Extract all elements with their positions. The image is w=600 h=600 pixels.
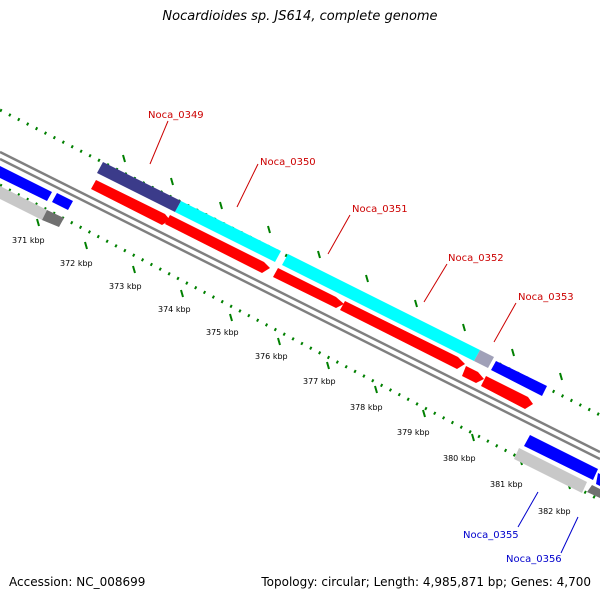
gene-label-noca-0355[interactable]: Noca_0355 (463, 530, 519, 541)
reverse-cds-track (0, 166, 600, 486)
scale-label: 373 kbp (109, 282, 142, 291)
accession-text: Accession: NC_008699 (9, 575, 146, 589)
cds-noca-0349[interactable] (91, 180, 170, 225)
scale-labels: 371 kbp 372 kbp 373 kbp 374 kbp 375 kbp … (12, 236, 571, 516)
grey-feature-left (0, 186, 47, 220)
major-ticks-upper (122, 154, 563, 381)
scale-label: 381 kbp (490, 480, 523, 489)
cds-noca-0355[interactable] (524, 435, 598, 480)
grey-feature-right (587, 485, 600, 498)
gene-label-noca-0356[interactable]: Noca_0356 (506, 554, 562, 565)
map-title: Nocardioides sp. JS614, complete genome (162, 9, 438, 24)
grey-feature-left-small (42, 210, 64, 227)
scale-label: 379 kbp (397, 428, 430, 437)
forward-cds-track (91, 180, 533, 409)
cds-noca-0353[interactable] (491, 361, 547, 396)
gene-label-noca-0351[interactable]: Noca_0351 (352, 204, 408, 215)
cds-noca-0353-fwd[interactable] (481, 376, 533, 409)
gene-label-noca-0352[interactable]: Noca_0352 (448, 253, 504, 264)
grey-feature-noca-0356 (514, 448, 587, 493)
feature-track (97, 162, 494, 368)
gene-label-noca-0350[interactable]: Noca_0350 (260, 157, 316, 168)
cds-left-blue[interactable] (0, 166, 52, 201)
scale-label: 372 kbp (60, 259, 93, 268)
feature-navy (97, 162, 181, 212)
feature-cyan-1 (175, 201, 281, 262)
cds-left-blue-small[interactable] (52, 193, 73, 210)
cds-noca-0350[interactable] (165, 215, 270, 273)
genome-summary-text: Topology: circular; Length: 4,985,871 bp… (261, 575, 591, 589)
cds-noca-0352[interactable] (340, 301, 465, 369)
scale-label: 378 kbp (350, 403, 383, 412)
grey-track (0, 186, 600, 498)
outer-tick-ring (0, 108, 600, 502)
scale-label: 374 kbp (158, 305, 191, 314)
gene-labels: Noca_0349 Noca_0350 Noca_0351 Noca_0352 … (148, 110, 574, 565)
cds-noca-0351[interactable] (273, 268, 344, 308)
backbone (0, 150, 600, 461)
feature-cyan-2 (282, 254, 480, 361)
scale-label: 382 kbp (538, 507, 571, 516)
scale-label: 380 kbp (443, 454, 476, 463)
scale-label: 371 kbp (12, 236, 45, 245)
cds-right-blue[interactable] (596, 473, 600, 486)
cds-noca-0352b[interactable] (462, 366, 484, 383)
gene-label-noca-0349[interactable]: Noca_0349 (148, 110, 204, 121)
scale-label: 375 kbp (206, 328, 239, 337)
scale-label: 377 kbp (303, 377, 336, 386)
gene-label-noca-0353[interactable]: Noca_0353 (518, 292, 574, 303)
scale-label: 376 kbp (255, 352, 288, 361)
leader-lines (149, 120, 579, 554)
feature-grey (474, 350, 494, 368)
